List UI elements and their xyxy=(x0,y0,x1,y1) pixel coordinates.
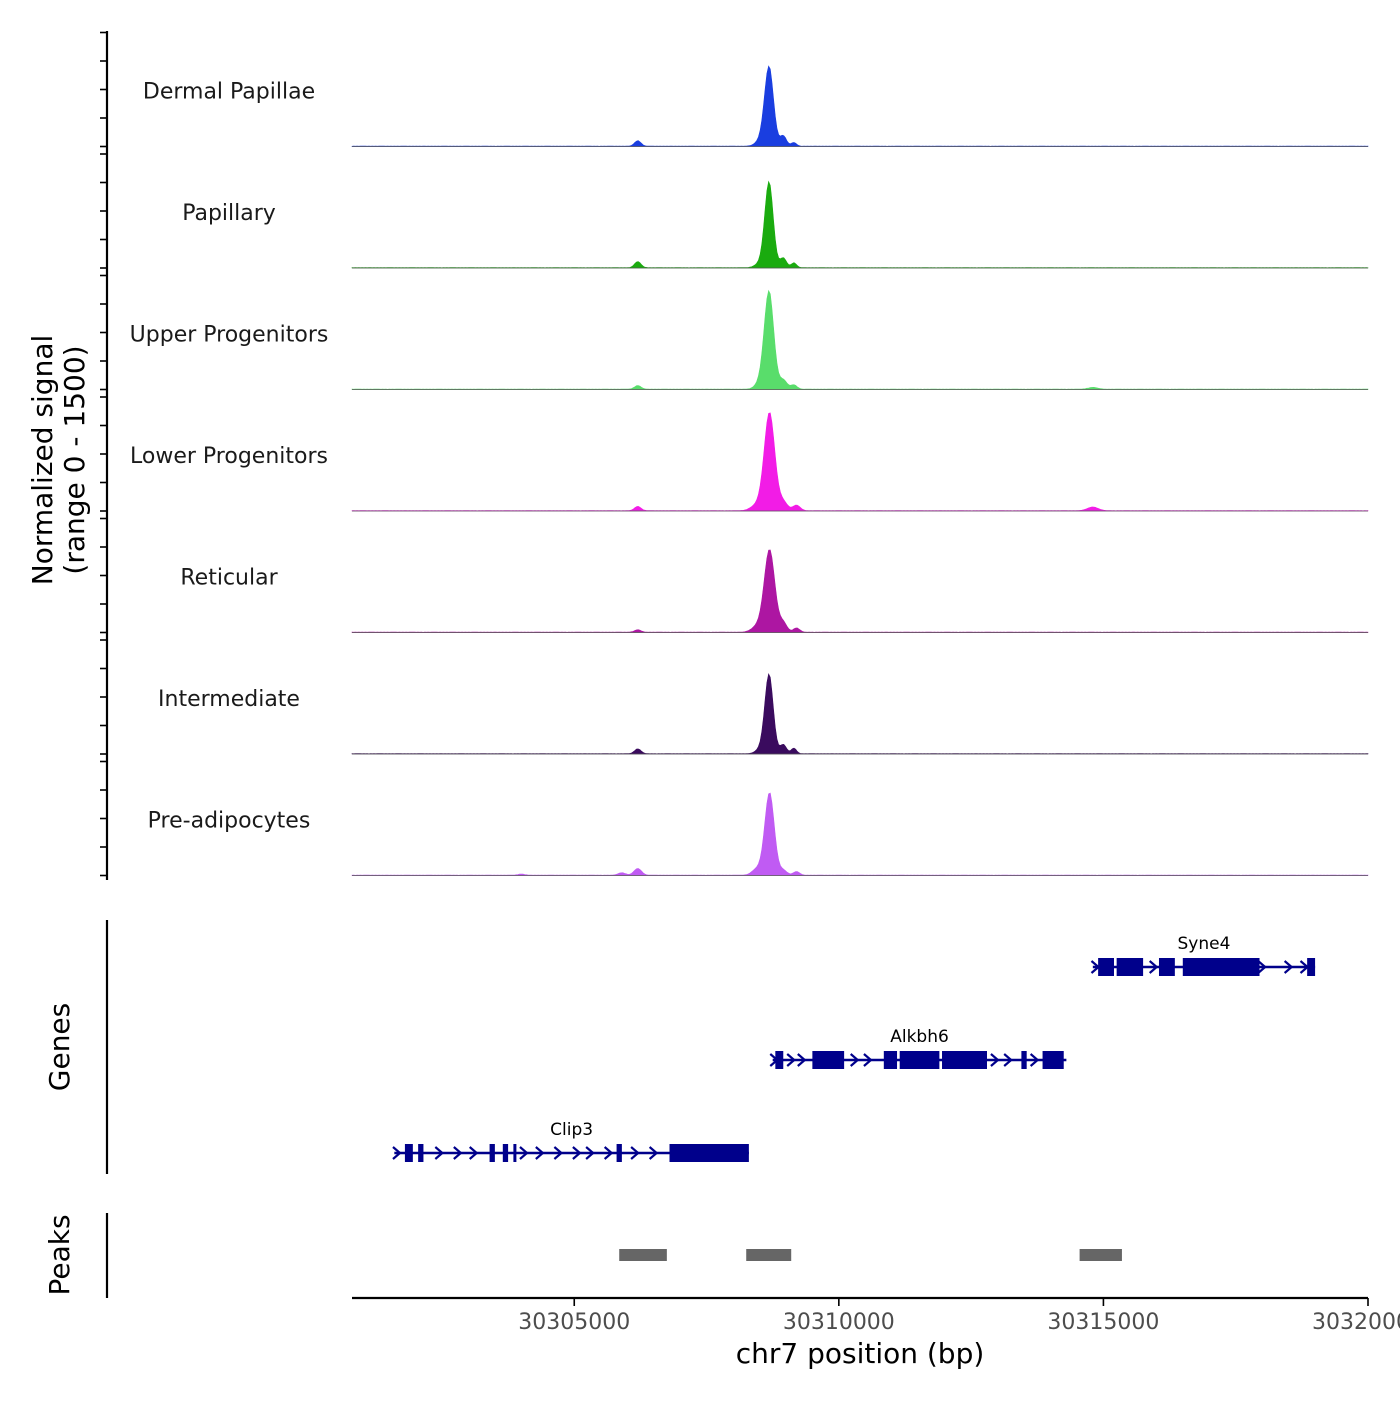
gene-exon xyxy=(1116,958,1144,976)
gene-strand-arrow xyxy=(648,1146,659,1160)
gene-strand-arrow xyxy=(863,1053,873,1067)
gene-exon xyxy=(1042,1051,1064,1069)
gene-exon xyxy=(502,1144,509,1162)
gene-exon xyxy=(883,1051,898,1069)
x-tick-label: 30320000 xyxy=(1312,1310,1400,1335)
track-5: Reticular xyxy=(180,549,1369,633)
genes-panel-label: Genes xyxy=(43,1003,76,1091)
gene-strand-arrow xyxy=(849,1053,860,1067)
track-7: Pre-adipocytes xyxy=(148,792,1369,876)
gene-alkbh6: Alkbh6 xyxy=(769,1027,1067,1069)
track-4: Lower Progenitors xyxy=(130,412,1369,512)
gene-strand-arrow xyxy=(769,1053,779,1067)
x-axis-label: chr7 position (bp) xyxy=(736,1337,985,1370)
track-label: Upper Progenitors xyxy=(130,323,329,348)
gene-strand-arrow xyxy=(453,1146,463,1160)
gene-exon xyxy=(942,1051,987,1069)
gene-name-label: Clip3 xyxy=(550,1120,593,1140)
signal-area xyxy=(351,412,1369,512)
gene-exon xyxy=(418,1144,424,1162)
gene-exon xyxy=(489,1144,495,1162)
gene-strand-arrow xyxy=(630,1146,640,1160)
gene-annotations: Syne4 Alkbh6 Clip3 xyxy=(392,934,1316,1162)
gene-exon xyxy=(1182,958,1260,976)
y-axis-label-line2: (range 0 - 1500) xyxy=(58,345,91,574)
track-label: Reticular xyxy=(180,566,278,591)
gene-strand-arrow xyxy=(990,1053,1000,1067)
signal-y-axis-ticks xyxy=(100,31,107,877)
gene-strand-arrow xyxy=(797,1053,807,1067)
gene-strand-arrow xyxy=(434,1146,445,1160)
track-label: Lower Progenitors xyxy=(130,444,328,469)
peaks-panel-label: Peaks xyxy=(43,1214,76,1295)
gene-strand-arrow xyxy=(1257,960,1267,974)
gene-exon xyxy=(899,1051,940,1069)
gene-strand-arrow xyxy=(1148,960,1159,974)
gene-strand-arrow xyxy=(519,1146,529,1160)
peak-region-bar xyxy=(619,1249,667,1261)
gene-strand-arrow xyxy=(468,1146,479,1160)
track-6: Intermediate xyxy=(158,672,1369,755)
peak-regions xyxy=(619,1249,1122,1261)
gene-name-label: Syne4 xyxy=(1178,934,1231,954)
signal-area xyxy=(351,792,1369,876)
track-label: Pre-adipocytes xyxy=(148,809,311,834)
gene-exon xyxy=(812,1051,845,1069)
gene-clip3: Clip3 xyxy=(392,1120,749,1162)
gene-exon xyxy=(404,1144,413,1162)
signal-area xyxy=(351,289,1369,390)
gene-strand-arrow xyxy=(786,1053,796,1067)
gene-strand-arrow xyxy=(1299,960,1310,974)
gene-exon xyxy=(1307,958,1316,976)
track-2: Papillary xyxy=(182,180,1369,269)
gene-exon xyxy=(669,1144,749,1162)
gene-syne4: Syne4 xyxy=(1090,934,1316,976)
x-axis-ticks: 30305000 30310000 30315000 30320000 xyxy=(518,1298,1400,1335)
gene-strand-arrow xyxy=(535,1146,545,1160)
gene-strand-arrow xyxy=(553,1146,564,1160)
gene-exon xyxy=(616,1144,622,1162)
x-tick-label: 30310000 xyxy=(783,1310,895,1335)
x-tick-label: 30305000 xyxy=(518,1310,630,1335)
gene-exon xyxy=(513,1144,517,1162)
gene-strand-arrow xyxy=(572,1146,582,1160)
gene-strand-arrow xyxy=(392,1146,402,1160)
gene-exon xyxy=(1098,958,1114,976)
signal-tracks: Dermal Papillae Papillary Upper Progenitor… xyxy=(130,65,1369,876)
track-1: Dermal Papillae xyxy=(143,65,1369,147)
track-label: Papillary xyxy=(182,201,276,226)
signal-area xyxy=(351,672,1369,755)
gene-strand-arrow xyxy=(603,1146,614,1160)
gene-exon xyxy=(1158,958,1175,976)
track-label: Intermediate xyxy=(158,687,300,712)
gene-strand-arrow xyxy=(1029,1053,1040,1067)
gene-strand-arrow xyxy=(585,1146,595,1160)
gene-strand-arrow xyxy=(1283,960,1294,974)
gene-strand-arrow xyxy=(1003,1053,1013,1067)
gene-exon xyxy=(1021,1051,1027,1069)
gene-strand-arrow xyxy=(1090,960,1101,974)
signal-area xyxy=(351,65,1369,147)
gene-name-label: Alkbh6 xyxy=(890,1027,949,1047)
track-3: Upper Progenitors xyxy=(130,289,1369,390)
gene-exon xyxy=(775,1051,784,1069)
signal-area xyxy=(351,549,1369,633)
track-label: Dermal Papillae xyxy=(143,80,315,105)
peak-region-bar xyxy=(746,1249,792,1261)
y-axis-label-line1: Normalized signal xyxy=(26,335,59,586)
x-tick-label: 30315000 xyxy=(1047,1310,1159,1335)
peak-region-bar xyxy=(1079,1249,1122,1261)
signal-area xyxy=(351,180,1369,269)
